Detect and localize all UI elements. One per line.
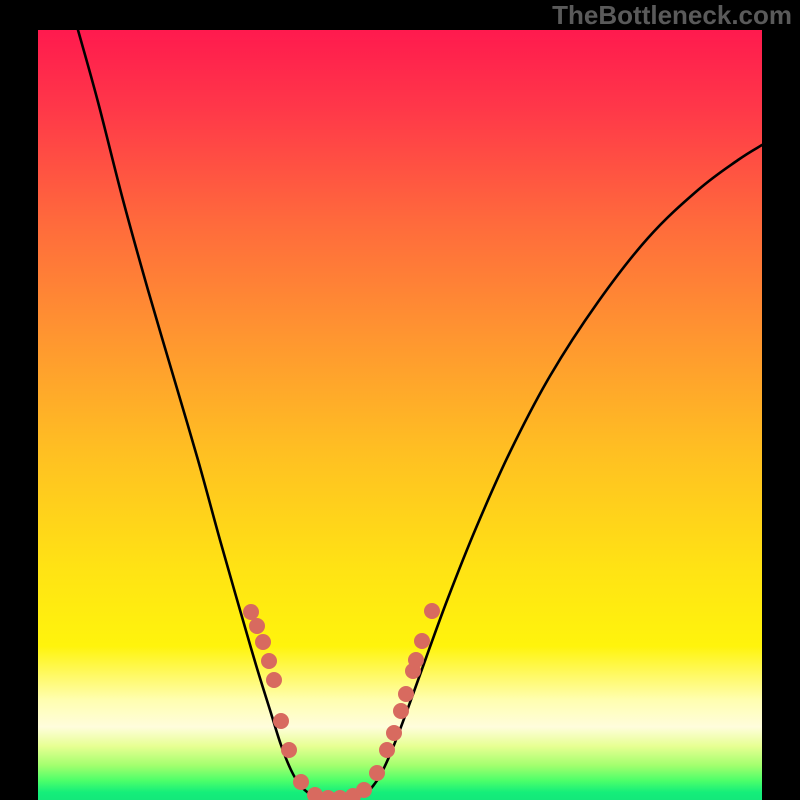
chart-frame: TheBottleneck.com [0,0,800,800]
marker-point [243,604,259,620]
marker-point [393,703,409,719]
marker-point [266,672,282,688]
watermark-text: TheBottleneck.com [552,0,792,31]
marker-point [369,765,385,781]
marker-point [356,782,372,798]
bottleneck-chart [38,30,762,800]
marker-point [379,742,395,758]
marker-point [273,713,289,729]
marker-point [249,618,265,634]
marker-point [281,742,297,758]
marker-point [255,634,271,650]
marker-point [398,686,414,702]
marker-point [293,774,309,790]
marker-point [261,653,277,669]
marker-point [386,725,402,741]
gradient-background [38,30,762,800]
plot-area [38,30,762,800]
marker-point [424,603,440,619]
marker-point [414,633,430,649]
marker-point [408,652,424,668]
